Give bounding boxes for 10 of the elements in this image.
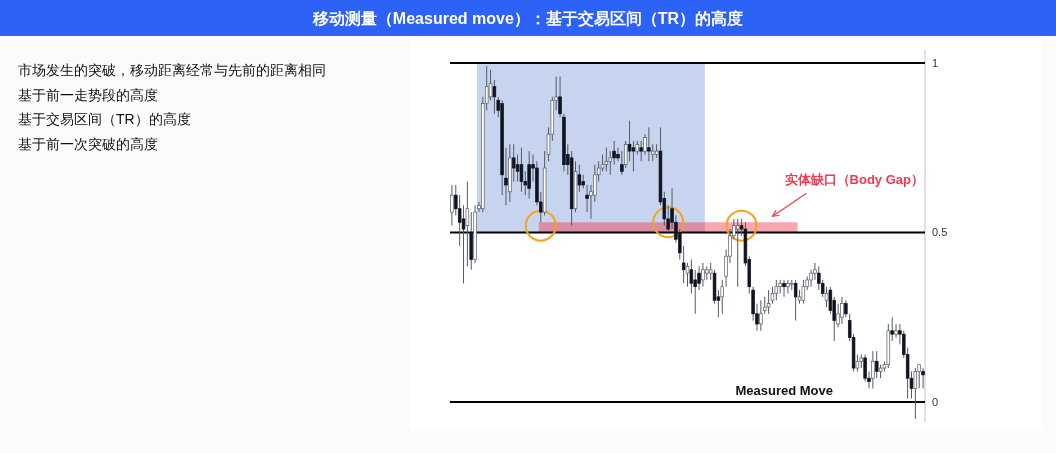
y-tick-label: 0 <box>932 395 939 408</box>
annotation: 基于前一走势段的高度 <box>18 86 158 103</box>
annotation: 基于前一次突破的高度 <box>18 136 158 153</box>
annotation: 基于交易区间（TR）的高度 <box>18 111 191 128</box>
title: 移动测量（Measured move）：基于交易区间（TR）的高度 <box>312 10 744 27</box>
y-tick-label: 0.5 <box>932 226 948 239</box>
series-label: 实体缺口（Body Gap） <box>784 172 924 188</box>
annotation: 市场发生的突破，移动距离经常与先前的距离相同 <box>18 62 326 78</box>
y-tick-label: 1 <box>932 56 939 69</box>
ref-line-label: Measured Move <box>735 382 833 398</box>
